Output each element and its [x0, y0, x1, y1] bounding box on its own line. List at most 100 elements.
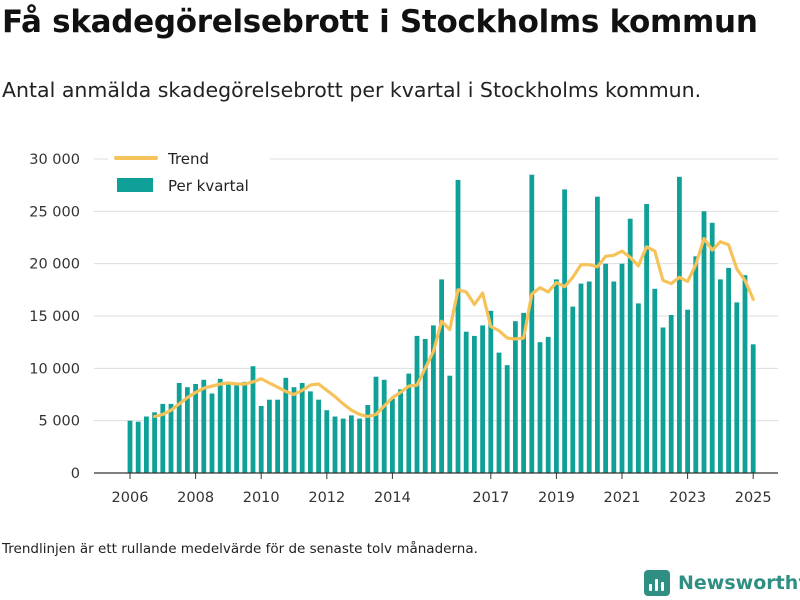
x-tick-label: 2012: [308, 490, 345, 506]
chart-subtitle: Antal anmälda skadegörelsebrott per kvar…: [2, 78, 702, 102]
bar: [709, 222, 715, 473]
bar: [595, 196, 600, 473]
bar: [472, 335, 477, 473]
y-tick-label: 20 000: [29, 257, 80, 273]
bar: [660, 327, 666, 473]
bar: [127, 420, 133, 473]
bar: [693, 256, 699, 473]
legend-bars-label: Per kvartal: [168, 177, 249, 195]
bar: [144, 416, 149, 473]
bar: [619, 263, 625, 473]
x-tick-label: 2017: [472, 490, 509, 506]
legend: Trend Per kvartal: [108, 148, 270, 204]
bar: [226, 383, 231, 473]
bar-series: [127, 174, 756, 474]
bar: [390, 398, 395, 473]
x-tick-label: 2021: [604, 490, 641, 506]
y-tick-label: 15 000: [29, 309, 80, 325]
bar: [299, 383, 305, 473]
trend-series: [153, 236, 755, 419]
bar: [636, 303, 641, 473]
bar: [611, 281, 617, 473]
bar: [365, 405, 371, 473]
bar: [726, 267, 731, 473]
bar: [193, 384, 198, 473]
bar: [701, 211, 707, 474]
bar: [488, 310, 494, 473]
y-tick-label: 5 000: [38, 414, 80, 430]
bar: [267, 399, 272, 473]
bar: [685, 309, 690, 473]
brand-name: Newsworthy: [678, 572, 800, 594]
bar: [586, 281, 592, 473]
bar: [742, 275, 748, 473]
bar: [422, 339, 428, 473]
bar: [570, 306, 576, 473]
bar: [414, 335, 420, 473]
bar: [242, 381, 248, 473]
bar: [381, 379, 387, 473]
bar: [291, 387, 297, 473]
bar: [545, 336, 551, 473]
axes: 0 5 000 10 000 15 000 20 000 25 000 30 000 2006…: [29, 152, 778, 506]
bar: [340, 418, 346, 473]
bar: [160, 403, 166, 473]
bar: [603, 263, 608, 473]
bar: [463, 331, 469, 473]
x-tick-label: 2010: [243, 490, 280, 506]
bar: [644, 204, 649, 473]
chart: 0 5 000 10 000 15 000 20 000 25 000 30 000 2006…: [29, 148, 778, 506]
bar: [275, 399, 280, 473]
bar: [373, 376, 379, 473]
bar: [677, 176, 682, 474]
bar: [562, 189, 567, 473]
legend-bars-swatch: [117, 178, 153, 192]
bar: [447, 375, 453, 473]
brand: Newsworthy: [644, 570, 800, 596]
bar: [250, 366, 256, 473]
bar: [718, 279, 723, 473]
bar: [455, 179, 461, 473]
bar: [357, 418, 362, 473]
legend-trend-label: Trend: [167, 150, 209, 168]
bar: [406, 373, 412, 473]
bar: [750, 344, 756, 473]
x-tick-label: 2008: [177, 490, 214, 506]
bar: [324, 410, 330, 473]
bar: [349, 415, 354, 473]
bar: [431, 325, 436, 473]
bar: [176, 383, 182, 473]
chart-title: Få skadegörelsebrott i Stockholms kommun: [2, 4, 758, 40]
bar: [521, 312, 526, 473]
bar: [283, 377, 289, 473]
bar: [135, 421, 141, 473]
x-tick-label: 2025: [735, 490, 772, 506]
bar: [234, 384, 239, 473]
bar: [439, 279, 444, 473]
x-tick-label: 2014: [374, 490, 411, 506]
bar: [209, 393, 215, 473]
bar: [152, 412, 157, 473]
bar: [529, 174, 535, 473]
y-tick-label: 30 000: [29, 152, 80, 168]
x-tick-label: 2006: [112, 490, 149, 506]
bar: [185, 387, 190, 473]
y-tick-label: 10 000: [29, 361, 80, 377]
bar: [217, 378, 223, 473]
bar-chart-logo-icon: [644, 570, 670, 596]
bar: [332, 416, 338, 473]
bar: [554, 279, 559, 473]
bar: [513, 321, 518, 473]
footnote: Trendlinjen är ett rullande medelvärde f…: [2, 541, 478, 557]
bar: [480, 325, 485, 473]
trend-line: [153, 236, 755, 419]
bar: [201, 379, 207, 473]
x-tick-label: 2019: [538, 490, 575, 506]
bar: [398, 389, 403, 473]
y-tick-label: 25 000: [29, 204, 80, 220]
bar: [168, 403, 174, 473]
bar: [668, 315, 674, 473]
bar: [258, 406, 264, 473]
bar: [496, 352, 502, 473]
bar: [537, 342, 543, 473]
